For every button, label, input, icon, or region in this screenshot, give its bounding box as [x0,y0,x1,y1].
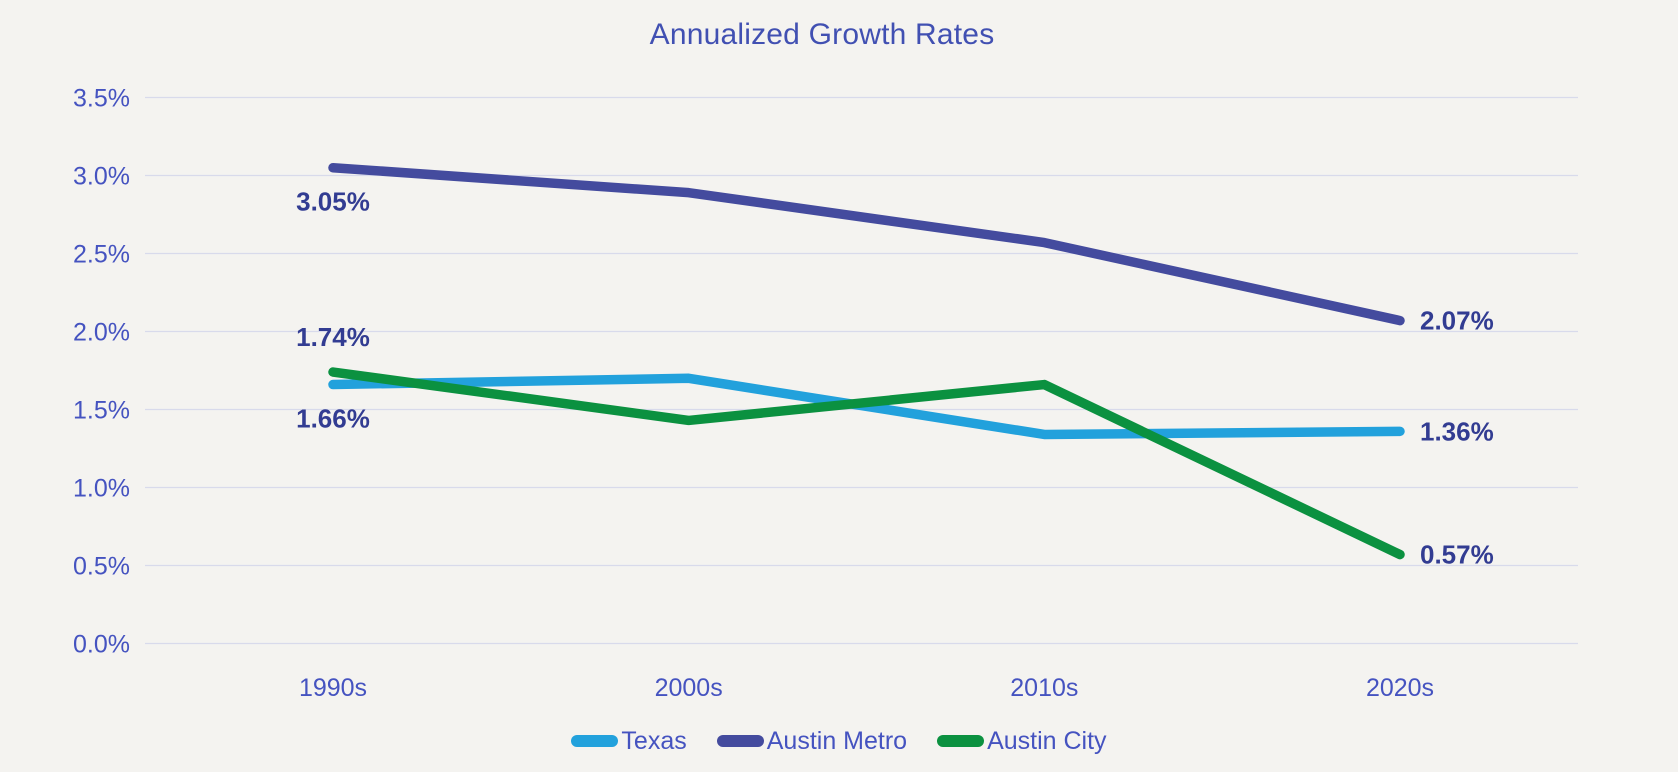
data-label: 3.05% [296,187,370,217]
legend-label: Austin City [987,727,1107,755]
x-tick-label: 1990s [299,674,367,702]
legend-label: Texas [621,727,687,755]
series-line-austin-metro [328,162,1405,326]
y-tick-label: 0.5% [73,553,130,581]
y-tick-label: 0.0% [73,631,130,659]
x-tick-label: 2000s [655,674,723,702]
x-tick-label: 2010s [1010,674,1078,702]
legend-item-austin-city: Austin City [937,727,1107,755]
legend-label: Austin Metro [766,727,908,755]
data-label: 1.66% [296,404,370,434]
chart-title: Annualized Growth Rates [649,18,995,51]
texas-line-swatch-icon [571,735,619,747]
x-tick-label: 2020s [1366,674,1434,702]
y-tick-label: 2.5% [73,241,130,269]
chart-legend: Texas Austin Metro Austin City [0,727,1678,755]
legend-item-texas: Texas [571,727,687,755]
y-tick-label: 3.5% [73,85,130,113]
y-tick-label: 2.0% [73,319,130,347]
legend-item-austin-metro: Austin Metro [716,727,908,755]
series-line-austin-city [328,367,1405,560]
data-label: 2.07% [1420,306,1494,336]
y-tick-label: 1.5% [73,397,130,425]
y-tick-label: 1.0% [73,475,130,503]
austin-city-line-swatch-icon [937,735,985,747]
y-tick-label: 3.0% [73,163,130,191]
data-label: 1.74% [296,322,370,352]
data-label: 0.57% [1420,540,1494,570]
austin-metro-line-swatch-icon [716,735,764,747]
data-label: 1.36% [1420,416,1494,446]
